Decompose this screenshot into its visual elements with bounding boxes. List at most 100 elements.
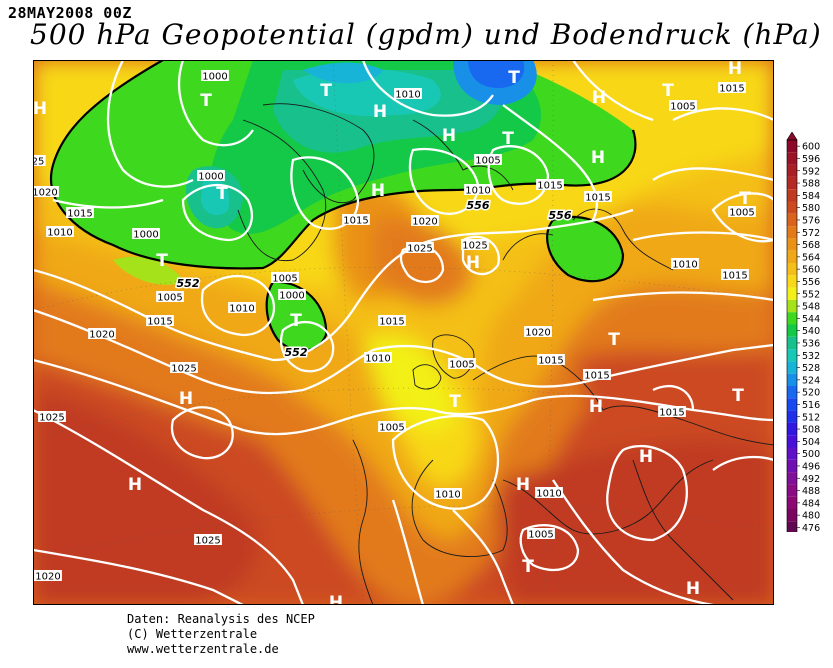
high-pressure-marker-text: H — [591, 148, 605, 168]
isobar-label: 1005 — [474, 154, 502, 167]
legend-value: 572 — [802, 228, 820, 239]
legend-swatch — [787, 176, 797, 190]
low-pressure-marker-text: T — [502, 129, 514, 149]
high-pressure-marker-text: H — [371, 181, 385, 201]
legend-value: 500 — [802, 449, 820, 460]
legend-value: 596 — [802, 154, 820, 165]
isobar-label-text: 1000 — [133, 230, 158, 241]
isobar-label: 1015 — [718, 82, 746, 95]
legend-value: 592 — [802, 166, 820, 177]
legend-swatch — [787, 386, 797, 399]
isobar-label-text: 1005 — [729, 208, 754, 219]
legend-swatch — [787, 373, 797, 386]
legend-value: 568 — [802, 240, 820, 251]
legend-value: 536 — [802, 338, 820, 349]
legend-swatch — [787, 496, 797, 509]
isobar-label: 25 — [33, 155, 46, 168]
geopotential-label: 556 — [547, 208, 573, 224]
isobar-label: 1025 — [406, 242, 434, 255]
high-pressure-marker-text: H — [179, 389, 193, 409]
high-pressure-marker-text: H — [329, 593, 343, 605]
legend-value: 576 — [802, 215, 820, 226]
legend-swatch — [787, 275, 797, 288]
isobar-label-text: 1025 — [171, 364, 196, 375]
map-frame — [33, 60, 774, 605]
isobar-label: 1010 — [464, 184, 492, 197]
legend-swatch — [787, 189, 797, 202]
low-pressure-marker-text: T — [200, 91, 212, 111]
high-pressure-marker-text: H — [33, 99, 47, 119]
isobar-label: 1010 — [535, 487, 563, 500]
high-pressure-marker-text: H — [592, 88, 606, 108]
high-pressure-marker: H — [591, 148, 605, 168]
isobar-label-text: 1010 — [365, 354, 390, 365]
isobar-label-text: 1010 — [672, 260, 697, 271]
isobar-label: 1010 — [364, 352, 392, 365]
isobar-label: 1025 — [170, 362, 198, 375]
isobar-label-text: 25 — [33, 157, 44, 168]
legend-value: 520 — [802, 388, 820, 399]
low-pressure-marker: T — [449, 392, 461, 412]
isobar-label: 1000 — [197, 170, 225, 183]
legend-value: 516 — [802, 400, 820, 411]
legend-value: 492 — [802, 474, 820, 485]
legend-value: 504 — [802, 437, 820, 448]
high-pressure-marker: H — [728, 60, 742, 79]
geopotential-label-text: 556 — [467, 199, 490, 212]
isobar-label: 1010 — [434, 488, 462, 501]
legend-swatch — [787, 238, 797, 251]
high-pressure-marker: H — [179, 389, 193, 409]
isobar-label: 1015 — [66, 207, 94, 220]
isobar-label: 1015 — [536, 179, 564, 192]
legend-swatch — [787, 263, 797, 276]
isobar-label: 1005 — [448, 358, 476, 371]
low-pressure-marker-text: T — [508, 68, 520, 88]
high-pressure-marker-text: H — [516, 475, 530, 495]
high-pressure-marker: H — [373, 102, 387, 122]
legend-arrow-top — [786, 132, 798, 141]
isobar-label-text: 1020 — [412, 217, 437, 228]
isobar-label: 1000 — [132, 228, 160, 241]
low-pressure-marker: T — [200, 91, 212, 111]
isobar-label: 1025 — [38, 411, 66, 424]
legend-value: 488 — [802, 486, 820, 497]
legend-swatch — [787, 521, 797, 532]
legend-value: 528 — [802, 363, 820, 374]
low-pressure-marker-text: T — [290, 311, 302, 331]
high-pressure-marker-text: H — [686, 579, 700, 599]
legend-swatch — [787, 287, 797, 300]
isobar-label-text: 1015 — [379, 317, 404, 328]
low-pressure-marker-text: T — [662, 81, 674, 101]
high-pressure-marker-text: H — [639, 447, 653, 467]
isobar-label: 1020 — [88, 328, 116, 341]
high-pressure-marker: H — [442, 126, 456, 146]
isobar-label-text: 1010 — [229, 304, 254, 315]
legend-swatch — [787, 509, 797, 522]
isobar-label-text: 1010 — [465, 186, 490, 197]
legend-value: 600 — [802, 142, 820, 153]
isobar-label-text: 1010 — [435, 490, 460, 501]
legend-value: 476 — [802, 523, 820, 532]
isobar-label: 1020 — [33, 186, 59, 199]
legend-value: 548 — [802, 302, 820, 313]
legend-value: 540 — [802, 326, 820, 337]
isobar-label: 1005 — [156, 291, 184, 304]
legend-swatch — [787, 336, 797, 350]
isobar-label: 1015 — [378, 315, 406, 328]
low-pressure-marker-text: T — [739, 189, 751, 209]
legend-value: 524 — [802, 375, 820, 386]
credit-data-source: Daten: Reanalysis des NCEP — [127, 612, 315, 626]
weather-map: 1000 1010 1005 1010 1015 1015 1005 1015 1005 1010… — [33, 60, 774, 605]
legend-swatch — [787, 140, 797, 153]
legend-swatch — [787, 422, 797, 436]
isobar-label-text: 1005 — [475, 156, 500, 167]
isobar-label: 1015 — [583, 369, 611, 382]
geopotential-label: 556 — [465, 198, 491, 214]
isobar-label: 1005 — [669, 100, 697, 113]
low-pressure-marker: T — [739, 189, 751, 209]
geopotential-labels: 556 556 552 552 — [175, 198, 573, 361]
legend-swatch — [787, 250, 797, 263]
isobar-label-text: 1015 — [585, 193, 610, 204]
isobar-label: 1010 — [46, 226, 74, 239]
isobar-label-text: 1015 — [659, 408, 684, 419]
